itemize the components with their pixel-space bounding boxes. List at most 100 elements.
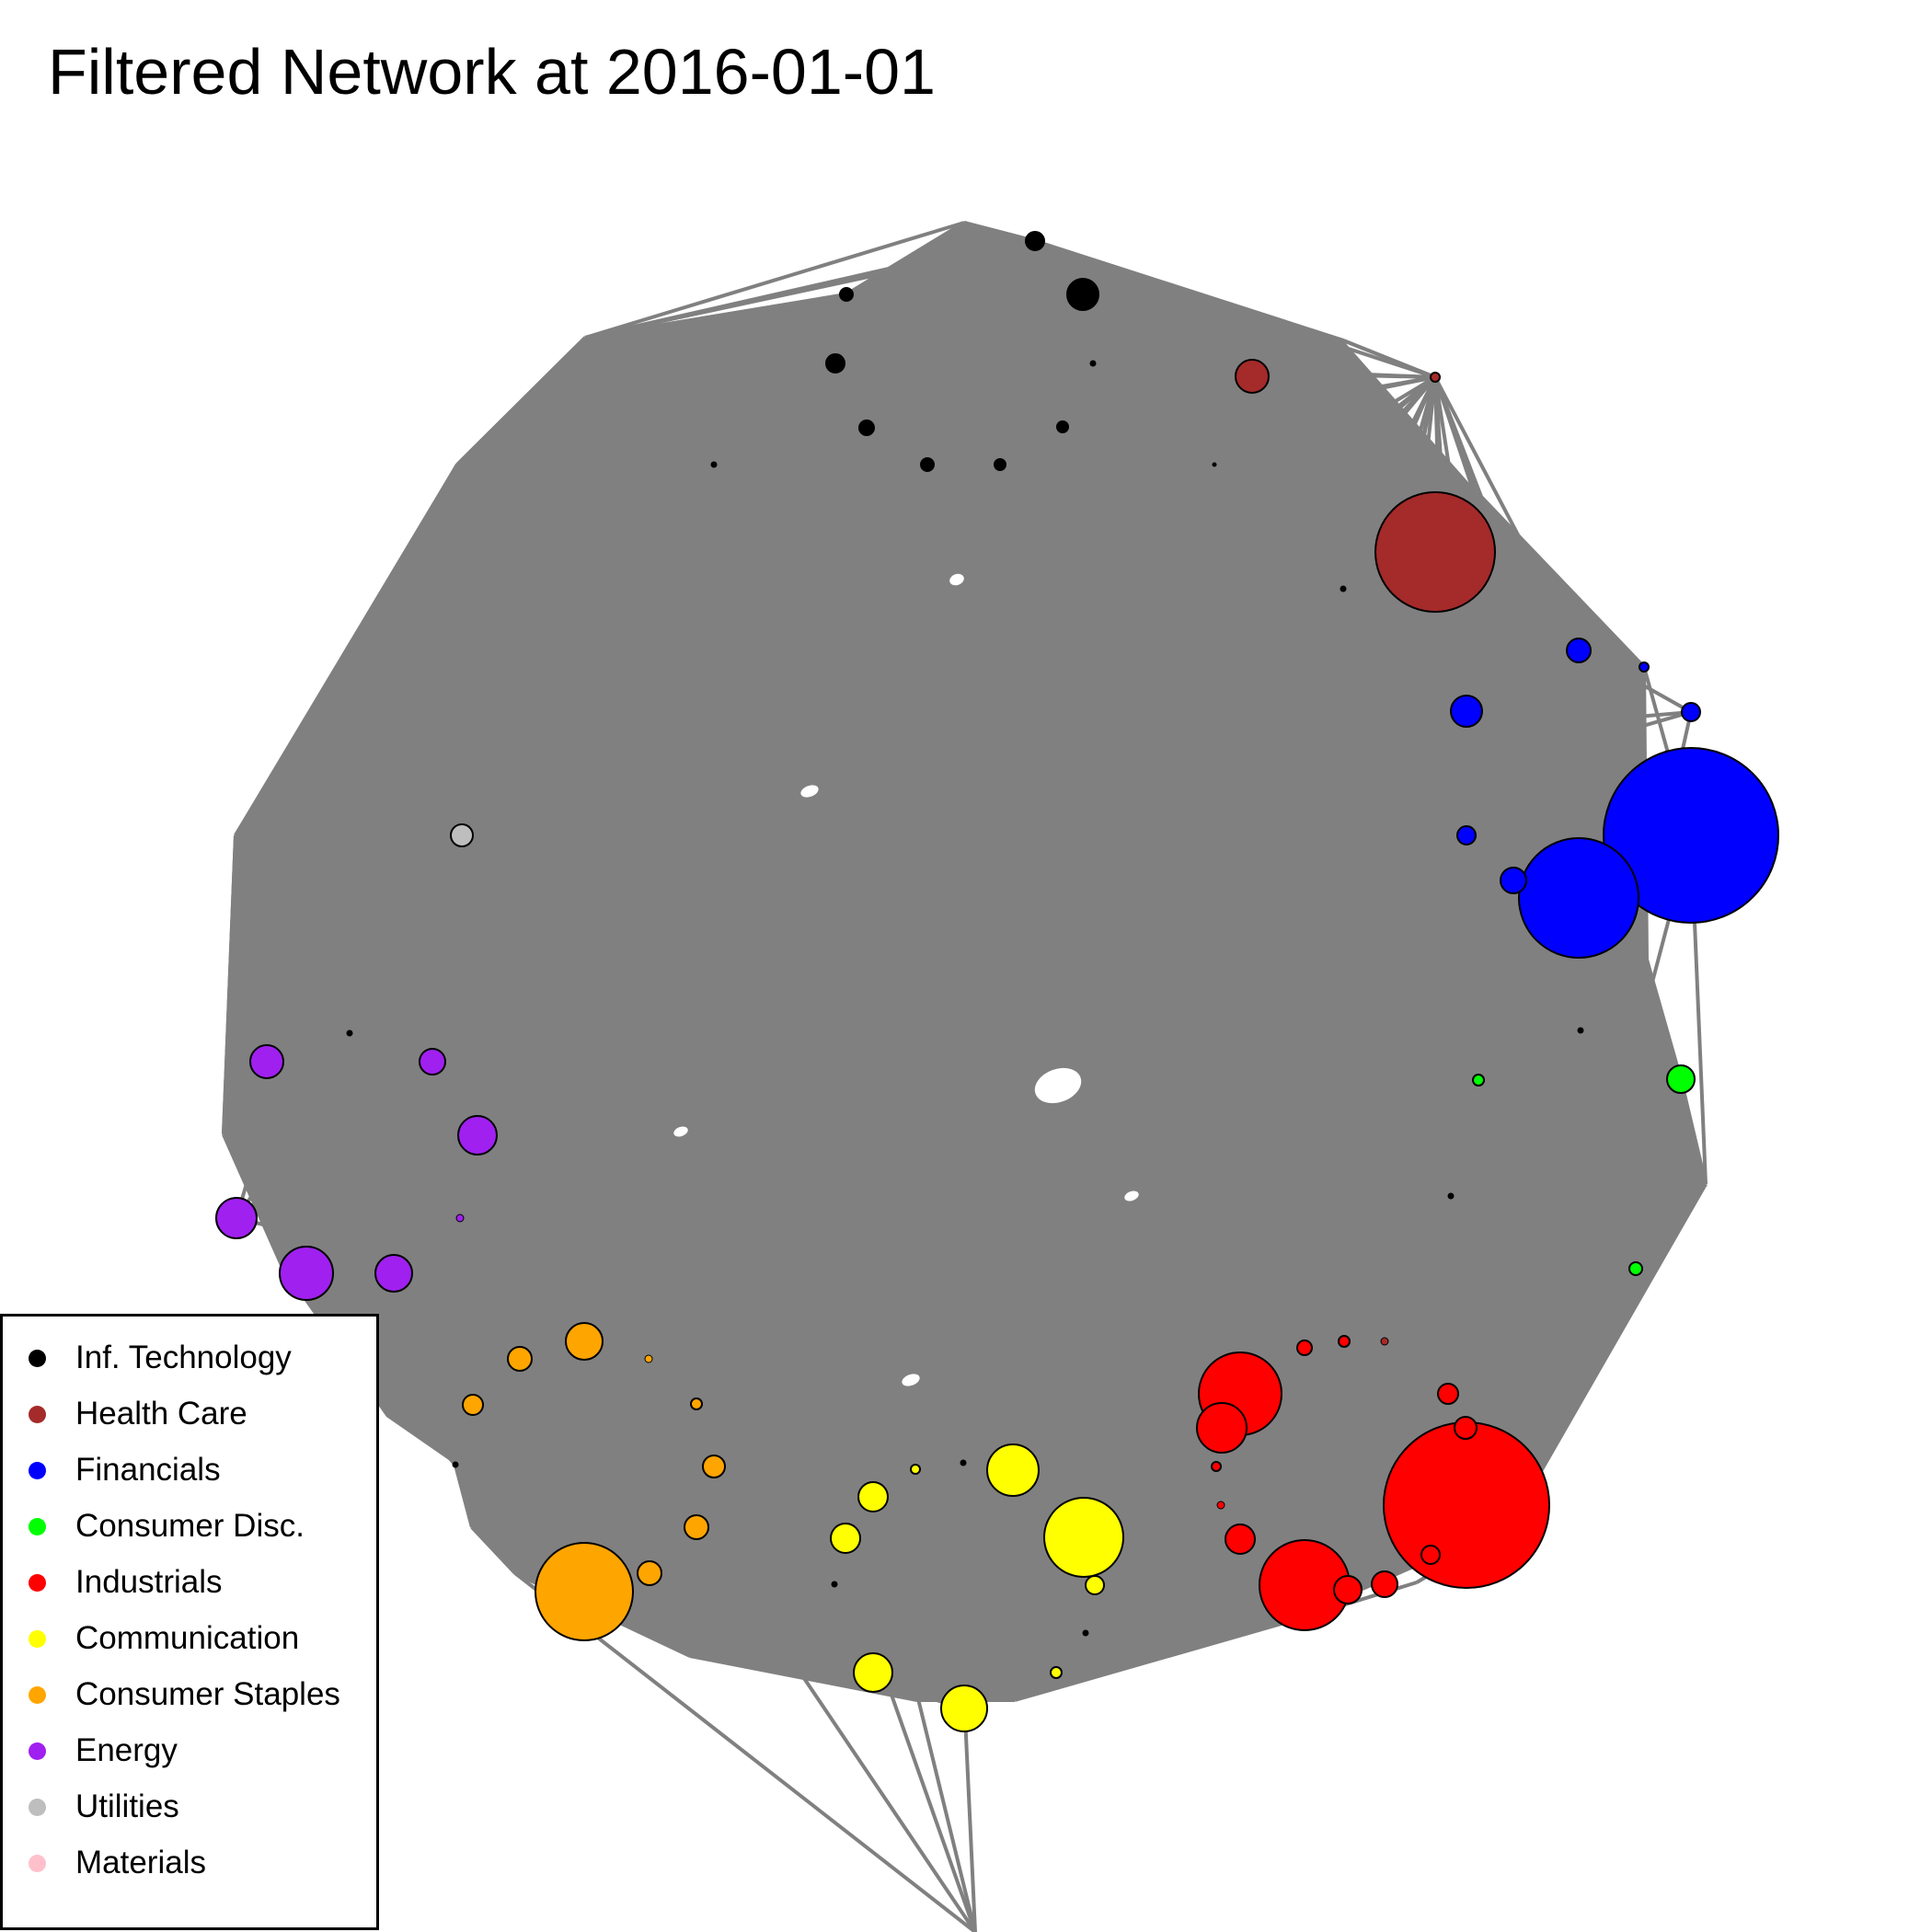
- node-inf-technology: [452, 1461, 459, 1468]
- edge: [348, 648, 836, 1585]
- legend-dot-icon: [29, 1629, 46, 1648]
- edge: [1014, 1657, 1160, 1702]
- node-health-care: [1430, 372, 1441, 383]
- legend-label: Inf. Technology: [75, 1340, 292, 1375]
- edge: [222, 1133, 698, 1529]
- legend-label: Consumer Staples: [75, 1676, 340, 1712]
- legend-item-inf-technology: Inf. Technology: [29, 1335, 292, 1381]
- edge: [999, 375, 1436, 466]
- node-communication: [1085, 1575, 1105, 1595]
- edge-gap: [673, 1126, 688, 1137]
- edge: [455, 336, 587, 466]
- edge: [962, 222, 1467, 1429]
- legend-item-financials: Financials: [29, 1447, 221, 1493]
- legend-item-communication: Communication: [29, 1616, 299, 1662]
- node-energy: [419, 1048, 446, 1075]
- edge: [1034, 239, 1344, 342]
- edge: [584, 293, 847, 339]
- edge: [470, 375, 1437, 1529]
- legend-dot-icon: [29, 1742, 46, 1760]
- node-energy: [215, 1197, 258, 1239]
- node-health-care: [1374, 491, 1496, 613]
- edge: [476, 375, 1437, 1137]
- node-consumer-staples: [702, 1455, 726, 1478]
- node-industrials: [1225, 1524, 1256, 1555]
- node-inf-technology: [831, 1581, 838, 1588]
- edge: [471, 1465, 1217, 1529]
- node-inf-technology: [1447, 1192, 1455, 1200]
- edge: [470, 1525, 517, 1575]
- edge: [844, 266, 899, 1539]
- edge: [1341, 376, 1437, 590]
- node-industrials: [1454, 1416, 1478, 1440]
- edge: [1341, 588, 1511, 1528]
- edge: [833, 376, 1437, 1585]
- edge: [696, 1182, 1707, 1406]
- edge: [222, 834, 237, 1135]
- edge: [1433, 376, 1581, 651]
- node-communication: [1050, 1666, 1063, 1679]
- edge: [583, 337, 966, 1709]
- legend-item-energy: Energy: [29, 1728, 178, 1774]
- node-financials: [1603, 747, 1779, 924]
- edge: [454, 375, 1437, 1466]
- node-consumer-staples: [565, 1322, 604, 1361]
- legend-label: Health Care: [75, 1396, 247, 1432]
- edge: [513, 463, 1216, 1575]
- edge: [455, 463, 591, 618]
- node-consumer-staples: [690, 1397, 703, 1410]
- node-industrials: [1211, 1461, 1222, 1472]
- edge: [393, 1271, 1510, 1529]
- edge: [223, 587, 1344, 1136]
- node-inf-technology: [825, 353, 845, 374]
- edge: [514, 1029, 1581, 1575]
- node-consumer-staples: [535, 1542, 634, 1641]
- node-industrials: [1338, 1335, 1351, 1348]
- node-inf-technology: [1340, 585, 1347, 592]
- legend-label: Communication: [75, 1620, 300, 1656]
- legend-label: Materials: [75, 1845, 206, 1880]
- legend-label: Consumer Disc.: [75, 1508, 305, 1544]
- edge: [1507, 834, 1693, 1528]
- edge: [582, 337, 587, 1342]
- edge: [472, 1182, 1707, 1407]
- edge: [1579, 1029, 1708, 1186]
- edge: [456, 463, 1467, 713]
- node-inf-technology: [1212, 462, 1217, 467]
- edge: [223, 1133, 1222, 1507]
- edge: [234, 615, 591, 837]
- node-health-care: [1235, 359, 1270, 394]
- edge: [234, 293, 848, 837]
- edge: [349, 463, 714, 650]
- edge: [895, 266, 1306, 1349]
- legend: Inf. Technology Health Care Financials Cons…: [0, 1314, 379, 1930]
- edge: [1433, 376, 1483, 498]
- edge: [895, 265, 1453, 1198]
- edge: [476, 222, 966, 1136]
- edge: [926, 375, 1436, 466]
- node-energy: [279, 1246, 334, 1301]
- edge: [712, 339, 1345, 1467]
- edge: [454, 1464, 517, 1574]
- edge: [234, 834, 479, 1137]
- edge: [471, 1468, 1014, 1529]
- edge: [349, 615, 590, 650]
- node-utilities: [450, 823, 474, 847]
- edge: [926, 464, 1511, 1528]
- edge: [513, 293, 848, 1574]
- node-consumer-staples: [644, 1354, 653, 1363]
- node-financials: [1639, 661, 1650, 673]
- node-energy: [249, 1044, 284, 1079]
- node-layer: [215, 231, 1779, 1732]
- edge: [1158, 1617, 1298, 1661]
- edge: [235, 464, 459, 1219]
- node-communication: [986, 1443, 1040, 1497]
- edge: [712, 221, 966, 466]
- edge: [456, 362, 1094, 466]
- node-inf-technology: [1577, 1027, 1584, 1034]
- node-financials: [1450, 695, 1483, 728]
- legend-label: Energy: [75, 1732, 178, 1768]
- edge: [458, 1217, 474, 1528]
- edge: [348, 648, 586, 1342]
